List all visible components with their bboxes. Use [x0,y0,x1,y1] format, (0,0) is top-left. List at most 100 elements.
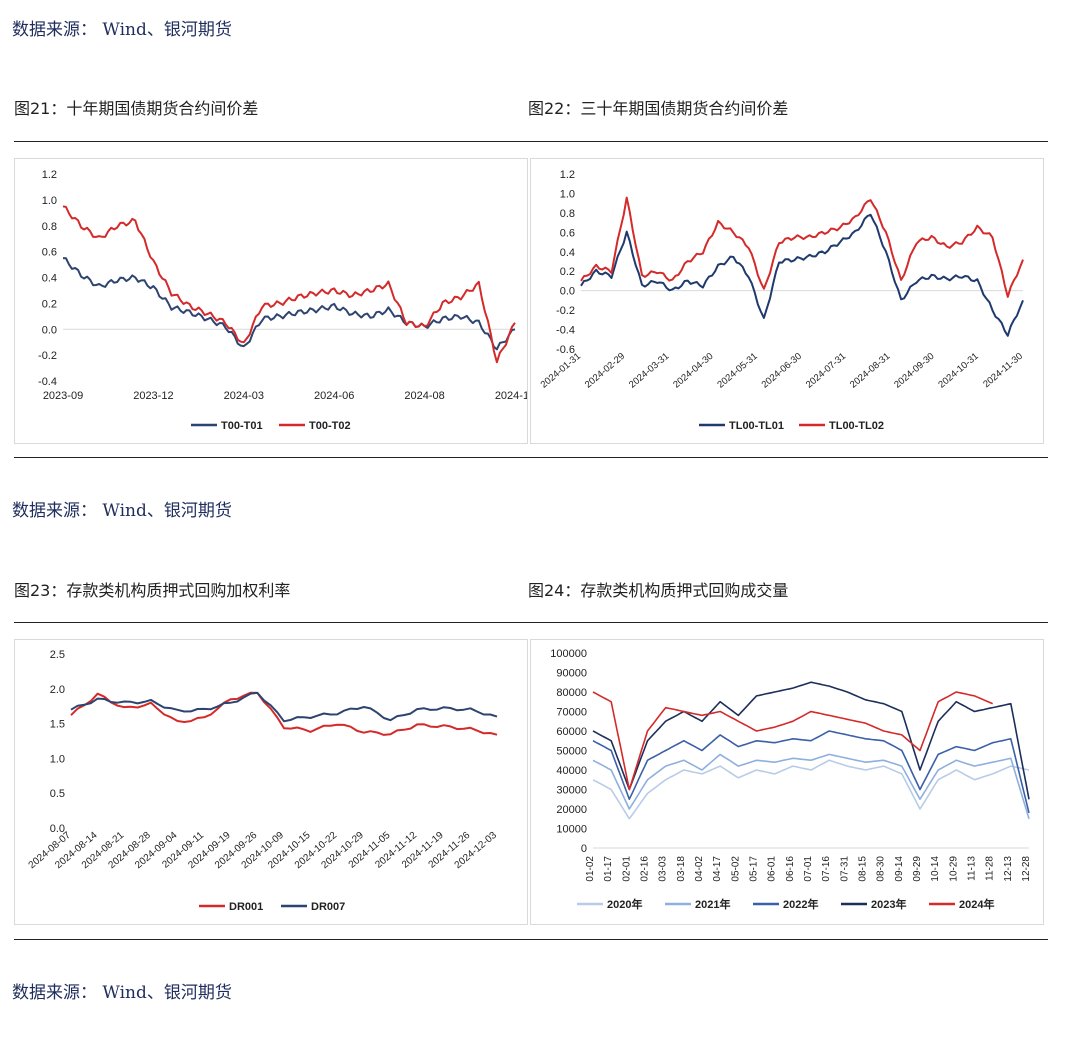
y-tick-label: 0.0 [560,286,575,298]
x-tick-label: 04-02 [694,856,705,882]
y-tick-label: 40000 [556,765,587,777]
legend-label-2020年: 2020年 [607,897,642,911]
y-tick-label: 80000 [556,687,587,699]
x-tick-label: 2024-02-29 [583,351,627,391]
y-tick-label: 0.0 [50,823,65,835]
series-line-TL00-TL01 [580,213,1024,337]
y-tick-label: 0.4 [42,273,57,285]
figure-22-title: 图22：三十年期国债期货合约间价差 [528,99,789,118]
y-tick-label: 1.0 [560,188,575,200]
x-tick-label: 2024-09-30 [892,351,936,391]
legend-label-TL00-TL02: TL00-TL02 [829,420,884,432]
x-tick-label: 02-01 [621,856,632,882]
y-tick-label: 1.2 [560,169,575,181]
x-tick-label: 08-15 [858,856,869,882]
data-source-3: 数据来源： Wind、银河期货 [12,983,232,1003]
x-tick-label: 2024-11-30 [981,351,1025,390]
figure-21-title: 图21：十年期国债期货合约间价差 [14,99,259,118]
y-tick-label: -0.4 [556,325,575,337]
y-tick-label: -0.6 [556,344,575,356]
y-tick-label: 0.5 [50,788,65,800]
legend-label-2022年: 2022年 [783,897,818,911]
legend-label-2021年: 2021年 [695,897,730,911]
x-tick-label: 10-29 [948,856,959,882]
x-tick-label: 2024-04-30 [671,351,715,391]
x-tick-label: 2024-07-31 [804,351,848,391]
x-tick-label: 06-16 [785,856,796,882]
x-tick-label: 02-16 [640,856,651,882]
chart-fig21: 1.2 1.0 0.8 0.6 0.4 0.2 0.0 -0.2 -0.4 2023-09 2023… [38,169,527,432]
chart-panel-fig23: 2.5 2.0 1.5 1.0 0.5 0.0 2024-08-07 2024-08-14 20… [14,639,528,925]
top-rule-1 [14,141,1048,142]
x-tick-label: 01-17 [603,856,614,882]
y-tick-label: 0 [581,843,587,855]
data-source-1: 数据来源： Wind、银河期货 [12,20,232,40]
x-tick-label: 06-01 [767,856,778,882]
y-tick-label: 50000 [556,746,587,758]
bottom-rule-2 [14,939,1048,940]
x-tick-label: 09-29 [912,856,923,882]
x-tick-label: 12-13 [1003,856,1014,882]
y-tick-label: 30000 [556,785,587,797]
y-tick-label: 0.8 [42,221,57,233]
x-tick-label: 08-30 [876,856,887,882]
y-tick-label: 70000 [556,707,587,719]
y-tick-label: -0.2 [38,350,57,362]
figure-24-title: 图24：存款类机构质押式回购成交量 [528,581,789,600]
bottom-rule-1 [14,457,1048,458]
chart-panel-fig21: 1.2 1.0 0.8 0.6 0.4 0.2 0.0 -0.2 -0.4 2023-09 2023… [14,158,528,444]
x-tick-label: 2024-01-31 [539,351,583,391]
x-tick-label: 07-01 [803,856,814,882]
chart-fig22: 1.2 1.0 0.8 0.6 0.4 0.2 0.0 -0.2 -0.4 -0.62024-01… [539,169,1025,432]
series-line-TL00-TL02 [580,196,1024,298]
x-tick-label: 2024-12 [495,390,527,402]
x-tick-label: 12-28 [1021,856,1032,882]
x-tick-label: 2023-12 [133,390,173,402]
x-tick-label: 10-14 [930,856,941,882]
series-line-2021年 [592,753,1030,820]
series-line-T00-T01 [62,257,516,351]
y-tick-label: 1.2 [42,169,57,181]
x-tick-label: 11-13 [967,856,978,881]
legend-label-2024年: 2024年 [959,897,994,911]
legend-label-TL00-TL01: TL00-TL01 [729,420,784,432]
data-source-2: 数据来源： Wind、银河期货 [12,501,232,521]
y-tick-label: 1.0 [50,753,65,765]
series-line-DR007 [70,691,498,723]
legend-label-T00-T01: T00-T01 [221,420,263,432]
y-tick-label: 0.6 [560,227,575,239]
x-tick-label: 2024-05-31 [715,351,759,391]
x-tick-label: 07-31 [839,856,850,882]
x-tick-label: 03-03 [658,856,669,882]
x-tick-label: 03-18 [676,856,687,882]
legend-label-DR007: DR007 [311,901,345,913]
y-tick-label: -0.2 [556,305,575,317]
series-line-DR001 [70,691,498,736]
x-tick-label: 11-28 [985,856,996,881]
x-tick-label: 05-17 [749,856,760,882]
x-tick-label: 2024-03-31 [627,351,671,391]
y-tick-label: 100000 [550,648,587,660]
legend-label-T00-T02: T00-T02 [309,420,351,432]
legend-label-DR001: DR001 [229,901,263,913]
series-line-T00-T02 [62,205,516,364]
y-tick-label: 2.5 [50,649,65,661]
x-tick-label: 2024-08-31 [848,351,892,391]
y-tick-label: 0.4 [560,247,575,259]
x-tick-label: 2024-08 [404,390,444,402]
y-tick-label: 0.2 [42,298,57,310]
y-tick-label: 20000 [556,804,587,816]
x-tick-label: 2024-06-30 [760,351,804,391]
y-tick-label: 0.6 [42,247,57,259]
x-tick-label: 2024-06 [314,390,354,402]
y-tick-label: 1.0 [42,195,57,207]
x-tick-label: 2024-10-31 [936,351,980,391]
x-tick-label: 07-16 [821,856,832,882]
y-tick-label: 0.8 [560,208,575,220]
y-tick-label: -0.4 [38,376,57,388]
y-tick-label: 1.5 [50,719,65,731]
y-tick-label: 0.0 [42,324,57,336]
x-tick-label: 05-02 [730,856,741,882]
series-line-2022年 [592,730,1030,814]
y-tick-label: 2.0 [50,684,65,696]
